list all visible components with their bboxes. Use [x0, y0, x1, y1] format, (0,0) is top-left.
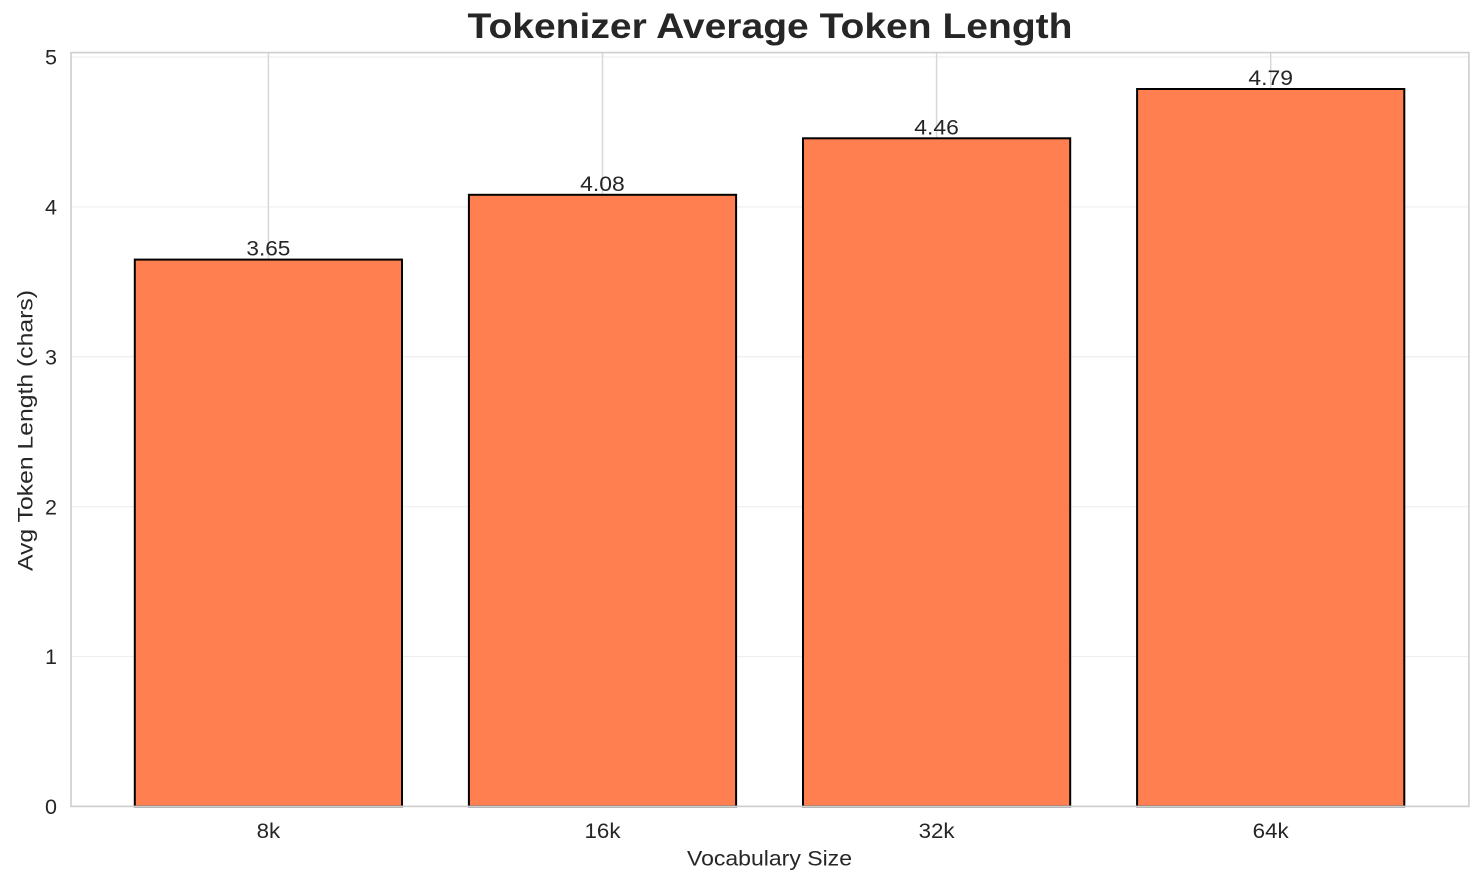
- svg-text:1: 1: [45, 645, 57, 669]
- svg-text:5: 5: [45, 46, 57, 70]
- svg-text:4.08: 4.08: [580, 172, 625, 196]
- svg-text:32k: 32k: [919, 819, 955, 843]
- svg-text:Tokenizer Average Token Length: Tokenizer Average Token Length: [468, 7, 1073, 46]
- svg-text:4.79: 4.79: [1248, 66, 1293, 90]
- svg-text:3.65: 3.65: [246, 237, 290, 261]
- svg-text:64k: 64k: [1253, 819, 1289, 843]
- svg-text:4: 4: [45, 196, 57, 220]
- svg-text:4.46: 4.46: [914, 115, 959, 139]
- svg-text:2: 2: [45, 495, 57, 519]
- svg-text:0: 0: [45, 795, 57, 819]
- svg-text:8k: 8k: [257, 819, 281, 843]
- svg-text:Vocabulary Size: Vocabulary Size: [687, 846, 852, 870]
- svg-text:16k: 16k: [585, 819, 621, 843]
- svg-text:Avg Token Length (chars): Avg Token Length (chars): [14, 290, 38, 571]
- svg-text:3: 3: [45, 345, 57, 369]
